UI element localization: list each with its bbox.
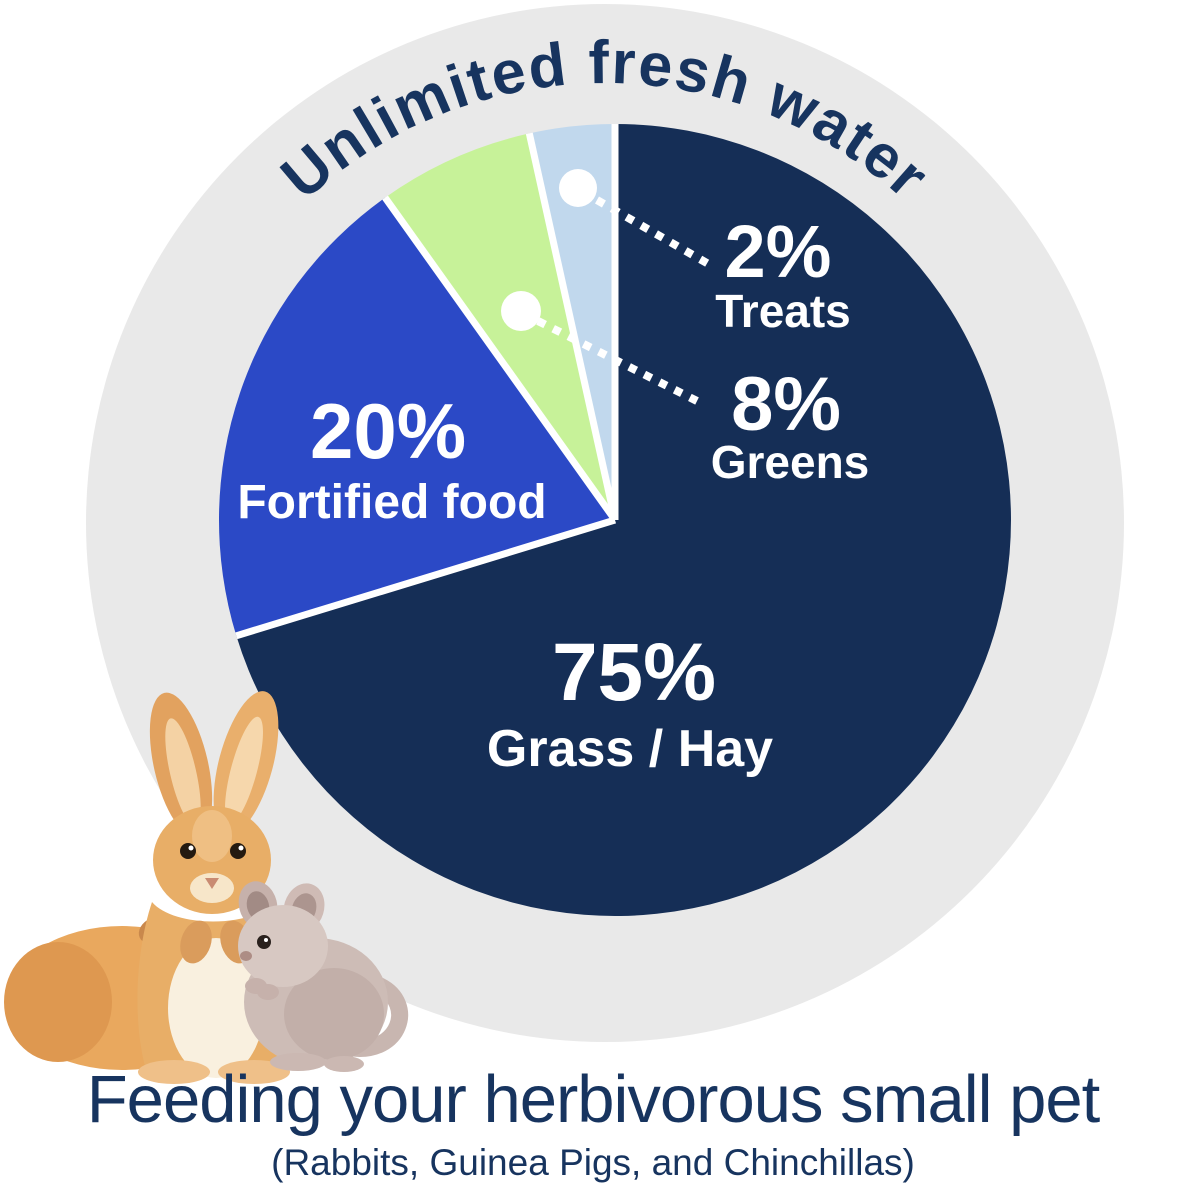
chinchilla-eye-highlight xyxy=(264,938,268,942)
page-subtitle: (Rabbits, Guinea Pigs, and Chinchillas) xyxy=(271,1142,915,1183)
rabbit-paw-left xyxy=(180,920,212,964)
chinchilla-body-shade xyxy=(284,968,384,1060)
rabbit-eye-left xyxy=(180,843,196,859)
slice-fortified-food xyxy=(218,197,615,636)
leader-lines xyxy=(501,169,714,408)
rabbit-ear-right-inner xyxy=(225,716,263,824)
caption: Feeding your herbivorous small pet (Rabb… xyxy=(0,1066,1186,1184)
rabbit-ear-left-inner xyxy=(165,718,201,826)
slice-greens xyxy=(385,133,615,520)
separator-lower-left xyxy=(235,516,617,640)
chinchilla-photo xyxy=(238,881,408,1072)
animal-photos xyxy=(4,691,408,1084)
chinchilla-foot xyxy=(324,1056,364,1072)
rabbit-eye-right-highlight xyxy=(238,845,244,851)
treats-percent-label: 2% xyxy=(725,210,832,293)
guinea-pig-rump xyxy=(4,942,112,1062)
greens-name-label: Greens xyxy=(711,436,870,488)
pie-chart xyxy=(218,124,1011,917)
rabbit-eye-left-highlight xyxy=(188,845,194,851)
greens-leader-dot xyxy=(501,291,541,331)
rabbit-forehead xyxy=(192,810,232,862)
chinchilla-head xyxy=(238,905,328,987)
pie-infographic-canvas: Unlimited fresh water 2% T xyxy=(4,4,1124,1084)
chinchilla-foot xyxy=(270,1053,326,1071)
slice-labels: 2% Treats 8% Greens 20% Fortified food 7… xyxy=(237,210,869,778)
separator-blue-green xyxy=(382,195,618,523)
greens-leader-line xyxy=(536,317,705,408)
greens-percent-label: 8% xyxy=(731,362,841,447)
treats-leader-line xyxy=(595,196,714,270)
treats-leader-dot xyxy=(559,169,597,207)
separator-green-lightblue xyxy=(525,132,619,521)
rabbit-foot-left xyxy=(138,1060,210,1084)
fortified-name-label: Fortified food xyxy=(237,476,546,529)
rabbit-eye-right xyxy=(230,843,246,859)
rabbit-belly xyxy=(168,938,264,1078)
slice-grass-hay xyxy=(236,124,1011,917)
grass-hay-name-label: Grass / Hay xyxy=(487,720,773,778)
chinchilla-paw xyxy=(257,984,279,1000)
grass-hay-percent-label: 75% xyxy=(552,627,716,718)
treats-name-label: Treats xyxy=(715,285,851,337)
fortified-percent-label: 20% xyxy=(310,387,466,475)
chinchilla-nose xyxy=(240,951,252,961)
slice-separators xyxy=(235,124,619,640)
rabbit-foot-right xyxy=(218,1060,290,1084)
rabbit-nose xyxy=(205,878,219,889)
chinchilla-eye xyxy=(257,935,271,949)
page-title: Feeding your herbivorous small pet xyxy=(86,1062,1100,1137)
